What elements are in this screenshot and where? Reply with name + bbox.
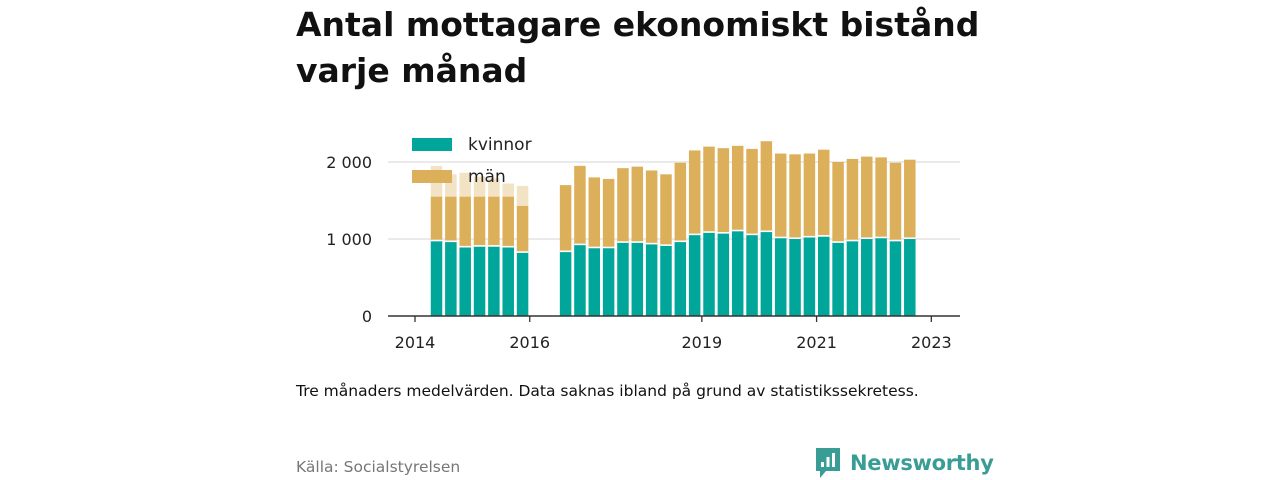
legend-label: män: [468, 167, 506, 187]
bar-man: [861, 156, 873, 239]
bar-kvinnor: [760, 231, 773, 316]
bar-man: [731, 145, 744, 231]
bar-man: [703, 146, 715, 233]
bar-man: [602, 178, 615, 248]
bar-man: [459, 196, 471, 247]
y-tick-label: 2 000: [326, 153, 372, 172]
legend-swatch: [412, 138, 452, 151]
legend-swatch: [412, 170, 452, 183]
bar-man: [617, 168, 629, 243]
x-tick-label: 2021: [796, 333, 837, 352]
bar-kvinnor: [746, 234, 758, 316]
bar-kvinnor: [631, 242, 644, 316]
bar-kvinnor: [904, 238, 916, 316]
bar-kvinnor: [430, 240, 443, 316]
bar-man: [717, 148, 730, 233]
bar-man: [588, 177, 601, 248]
bar-man: [760, 141, 773, 232]
bar-kvinnor: [688, 234, 701, 316]
bar-man: [502, 196, 514, 247]
bars: [430, 141, 916, 316]
y-axis-ticks: 0 1 000 2 000: [326, 153, 372, 326]
bar-kvinnor: [832, 242, 844, 316]
bar-man: [818, 149, 830, 236]
bar-faded: [445, 174, 457, 197]
bar-faded: [473, 176, 486, 197]
bar-man: [430, 196, 443, 241]
bar-kvinnor: [488, 245, 500, 316]
bar-kvinnor: [731, 230, 744, 316]
bar-man: [473, 196, 486, 246]
bar-kvinnor: [889, 240, 902, 316]
source-credit: Källa: Socialstyrelsen: [296, 458, 461, 476]
legend: kvinnor män: [412, 135, 532, 187]
bar-kvinnor: [846, 240, 859, 316]
bar-kvinnor: [717, 232, 730, 316]
bar-kvinnor: [617, 242, 629, 316]
newsworthy-logo-icon: [816, 448, 840, 478]
bar-man: [803, 153, 816, 237]
bar-faded: [516, 185, 529, 206]
y-tick-label: 0: [362, 307, 372, 326]
bar-faded: [502, 183, 514, 197]
x-axis: 2014 2016 2019 2021 2023: [388, 315, 960, 352]
bar-kvinnor: [645, 243, 658, 316]
bar-kvinnor: [774, 237, 787, 316]
bar-man: [746, 148, 758, 235]
x-tick-label: 2014: [395, 333, 436, 352]
bar-man: [488, 196, 500, 246]
bar-man: [846, 158, 859, 241]
legend-label: kvinnor: [468, 135, 532, 155]
bar-kvinnor: [660, 245, 672, 316]
bar-man: [645, 170, 658, 244]
bar-kvinnor: [803, 236, 816, 316]
x-tick-label: 2016: [509, 333, 550, 352]
bar-man: [688, 150, 701, 235]
bar-man: [904, 159, 916, 239]
bar-kvinnor: [516, 252, 529, 316]
x-tick-label: 2023: [911, 333, 952, 352]
x-tick-label: 2019: [681, 333, 722, 352]
bar-kvinnor: [674, 241, 687, 316]
chart-title: Antal mottagare ekonomiskt bistånd varje…: [296, 5, 980, 90]
bar-man: [889, 162, 902, 241]
bar-man: [559, 185, 572, 252]
bar-kvinnor: [559, 251, 572, 316]
bar-kvinnor: [861, 238, 873, 316]
bar-kvinnor: [588, 247, 601, 316]
y-tick-label: 1 000: [326, 230, 372, 249]
bar-man: [445, 196, 457, 242]
bar-man: [516, 205, 529, 253]
bar-man: [875, 157, 887, 238]
chart-note: Tre månaders medelvärden. Data saknas ib…: [296, 382, 919, 400]
bar-faded: [459, 172, 471, 197]
bar-man: [574, 165, 586, 245]
bar-faded: [488, 178, 500, 197]
bar-kvinnor: [459, 246, 471, 316]
bar-kvinnor: [818, 235, 830, 316]
bar-kvinnor: [703, 232, 715, 316]
bar-kvinnor: [574, 244, 586, 316]
bar-kvinnor: [502, 246, 514, 316]
bar-man: [774, 153, 787, 238]
bar-man: [789, 154, 801, 239]
bar-kvinnor: [875, 237, 887, 316]
bar-kvinnor: [473, 245, 486, 316]
bar-kvinnor: [602, 247, 615, 316]
brand-logo[interactable]: Newsworthy: [814, 446, 994, 480]
bar-man: [660, 174, 672, 246]
bar-man: [832, 162, 844, 243]
bar-man: [674, 162, 687, 242]
bar-kvinnor: [789, 238, 801, 316]
brand-name: Newsworthy: [850, 451, 994, 475]
bar-man: [631, 166, 644, 243]
bar-kvinnor: [445, 241, 457, 316]
